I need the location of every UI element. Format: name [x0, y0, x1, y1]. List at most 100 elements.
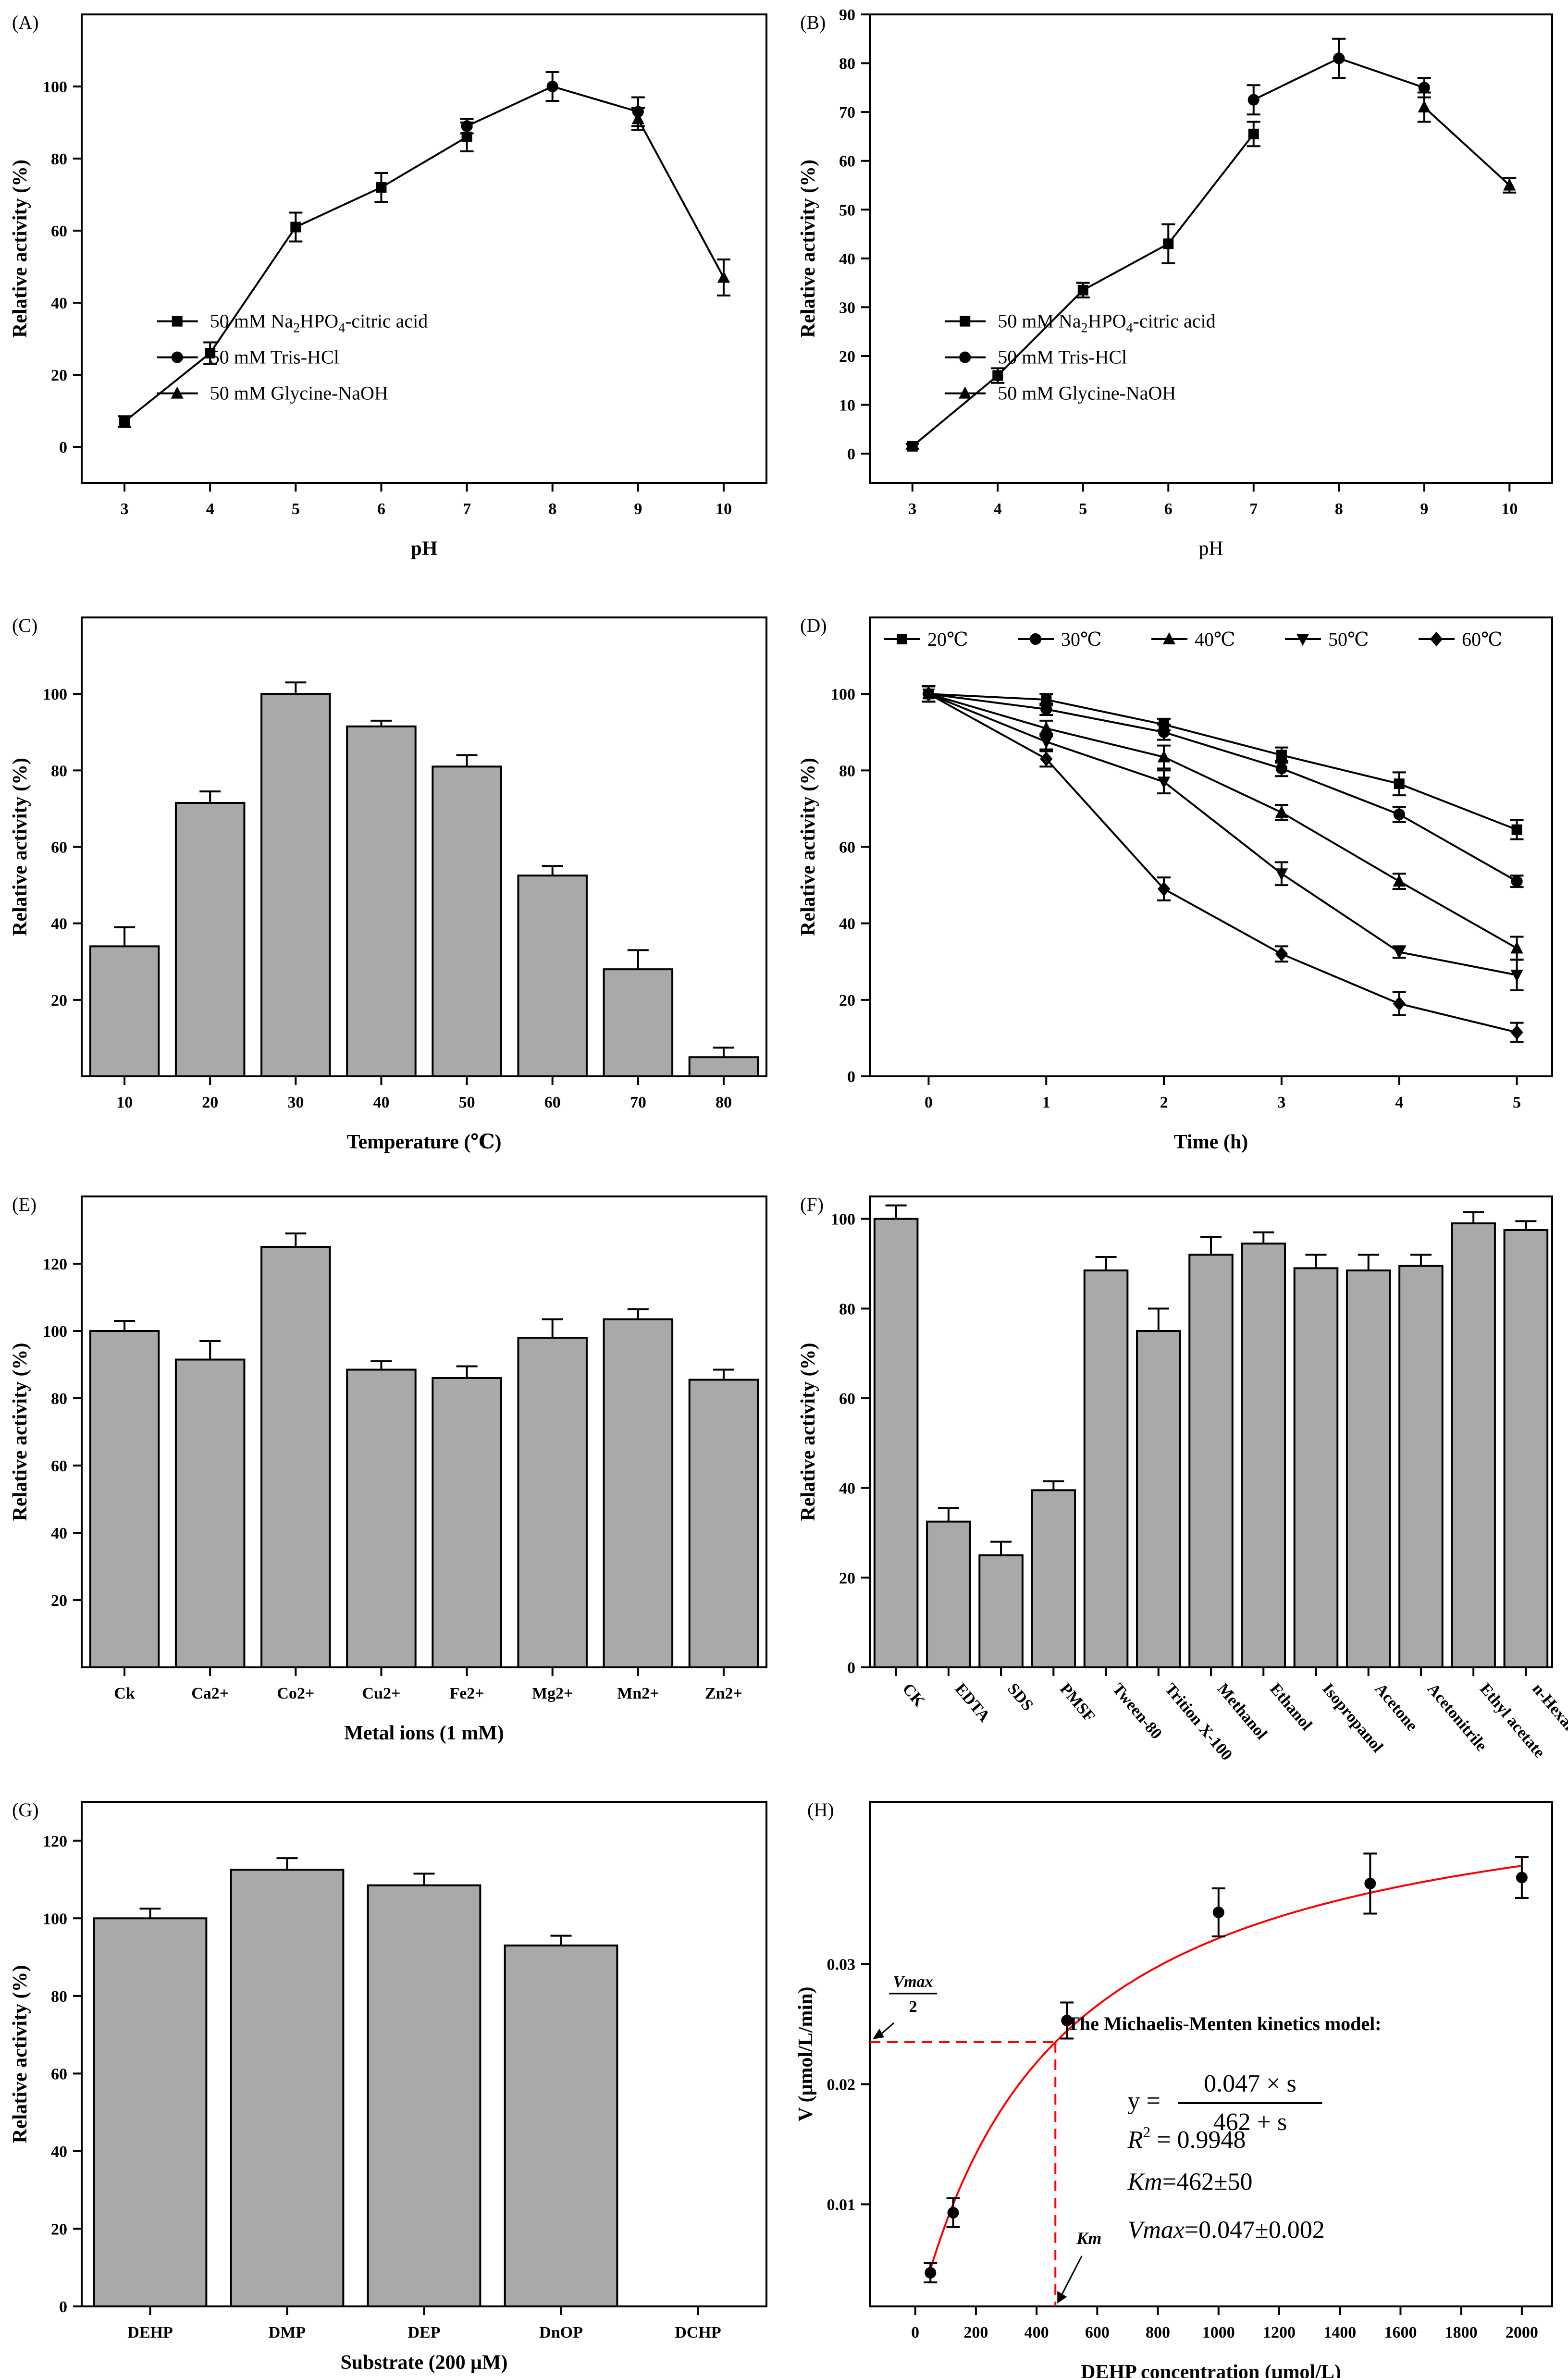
y-tick-label-F: 40	[839, 1480, 855, 1498]
x-tick-label-F: Methanol	[1214, 1680, 1271, 1743]
x-axis-label-H: DEHP concentration (μmol/L)	[1081, 2361, 1341, 2378]
x-axis-label-B: pH	[1198, 538, 1223, 560]
y-tick-label-G: 100	[43, 1910, 67, 1928]
x-tick-label-E: Ca2+	[191, 1685, 229, 1702]
x-tick-label-B: 6	[1164, 500, 1173, 518]
plot-frame-B	[869, 13, 1553, 484]
r-squared: R2 = 0.9948	[1127, 2123, 1246, 2154]
error-bar-F	[1358, 1254, 1379, 1270]
fit-curve-H	[929, 1865, 1522, 2270]
bar-C	[688, 1056, 759, 1077]
plot-frame-H	[869, 1801, 1553, 2307]
error-bar-F	[1253, 1231, 1274, 1244]
legend-marker-D	[1296, 634, 1309, 646]
bar-F	[1503, 1229, 1549, 1668]
data-point-D	[1275, 946, 1288, 961]
data-point-H	[925, 2267, 937, 2279]
x-tick-label-E: Zn2+	[705, 1685, 742, 1702]
data-point-D	[1510, 941, 1523, 954]
error-bar-G	[276, 1857, 298, 1870]
bar-F	[1451, 1222, 1496, 1668]
bar-C	[260, 693, 331, 1077]
x-tick-label-B: 8	[1335, 500, 1343, 518]
data-point-D	[1040, 752, 1053, 766]
legend-marker-(A)	[171, 351, 183, 363]
bar-E	[603, 1318, 674, 1668]
series-line-D-1	[928, 693, 1518, 882]
y-tick-label-D: 40	[839, 915, 855, 933]
equation-denominator: 462 + s	[1213, 2108, 1287, 2136]
chart-G: (G) 0 20 40 60 80 100 120 Relative activity (%) D…	[9, 1799, 767, 2374]
y-tick-label-D: 80	[839, 762, 855, 780]
data-point-D	[1511, 824, 1522, 835]
series-line-D-2	[928, 693, 1518, 949]
x-tick-label-H: 1200	[1263, 2324, 1296, 2341]
data-point-D	[1511, 875, 1523, 887]
data-point-D	[1040, 721, 1053, 734]
error-bar-E	[199, 1340, 221, 1360]
x-tick-label-B: 7	[1249, 500, 1258, 518]
error-bar-C	[456, 754, 478, 767]
series-A-2	[631, 107, 730, 296]
chart-H: (H) 0 200 400 600 800 1000 1200 1400 1600 1800 2000…	[795, 1799, 1553, 2378]
legend-label-D: 20℃	[927, 628, 968, 650]
y-tick-label-C: 80	[51, 762, 67, 780]
data-point-H	[1516, 1872, 1528, 1884]
data-point-B	[1077, 284, 1088, 296]
y-tick-label-G: 20	[51, 2220, 67, 2238]
x-tick-label-G: DCHP	[675, 2324, 721, 2341]
data-point-D	[1393, 874, 1406, 887]
bar-F	[1188, 1254, 1234, 1668]
bar-G	[367, 1884, 482, 2307]
x-tick-label-E: Ck	[114, 1685, 135, 1702]
chart-F: (F) 0 20 40 60 80 100 Relative activity (%) CK ED…	[797, 1194, 1568, 1764]
error-bar-E	[285, 1232, 307, 1247]
data-point-A	[205, 348, 216, 358]
panel-label-F: (F)	[800, 1194, 824, 1215]
x-tick-label-F: SDS	[1004, 1680, 1037, 1714]
y-tick-label-C: 60	[51, 839, 67, 857]
y-tick-label-A: 40	[51, 295, 67, 312]
bar-G	[93, 1917, 208, 2307]
x-tick-label-G: DEP	[408, 2324, 441, 2341]
y-axis-label-F: Relative activity (%)	[797, 1343, 819, 1521]
legend-marker-D	[1029, 633, 1042, 645]
series-D-0	[922, 685, 1524, 840]
data-point-D	[1276, 750, 1287, 761]
y-tick-label-B: 10	[839, 397, 855, 415]
bar-C	[603, 968, 674, 1077]
km-label: Km	[1076, 2229, 1101, 2248]
legend-label-(A): 50 mM Tris-HCl	[210, 346, 339, 368]
y-tick-label-B: 50	[839, 201, 855, 219]
y-tick-label-F: 100	[831, 1211, 855, 1229]
y-tick-label-H: 0.03	[827, 1956, 856, 1974]
error-bar-E	[114, 1320, 136, 1331]
equation-lhs: y =	[1127, 2087, 1160, 2115]
x-axis-label-E: Metal ions (1 mM)	[344, 1722, 504, 1744]
error-bar-G	[550, 1934, 572, 1946]
km-value: Km=462±50	[1127, 2169, 1252, 2196]
y-tick-label-B: 80	[839, 55, 855, 73]
y-tick-label-A: 20	[51, 367, 67, 384]
x-tick-label-C: 70	[630, 1094, 646, 1111]
y-tick-label-B: 70	[839, 104, 855, 122]
data-point-B	[1163, 238, 1174, 249]
panel-label-B: (B)	[800, 12, 826, 33]
y-tick-label-E: 120	[43, 1256, 67, 1273]
data-point-D	[1510, 1025, 1523, 1040]
bar-C	[517, 875, 588, 1077]
x-tick-label-E: Co2+	[277, 1685, 314, 1702]
bar-C	[346, 725, 417, 1077]
vmax-value: Vmax=0.047±0.002	[1127, 2217, 1324, 2244]
series-A-0	[118, 122, 474, 428]
data-point-H	[1212, 1907, 1224, 1918]
panel-label-A: (A)	[12, 12, 39, 33]
data-point-H	[1061, 2015, 1073, 2026]
x-tick-label-H: 600	[1085, 2324, 1110, 2341]
data-point-H	[947, 2207, 959, 2218]
data-point-A	[546, 80, 558, 93]
data-point-B	[1503, 178, 1516, 191]
y-tick-label-C: 100	[43, 686, 67, 703]
